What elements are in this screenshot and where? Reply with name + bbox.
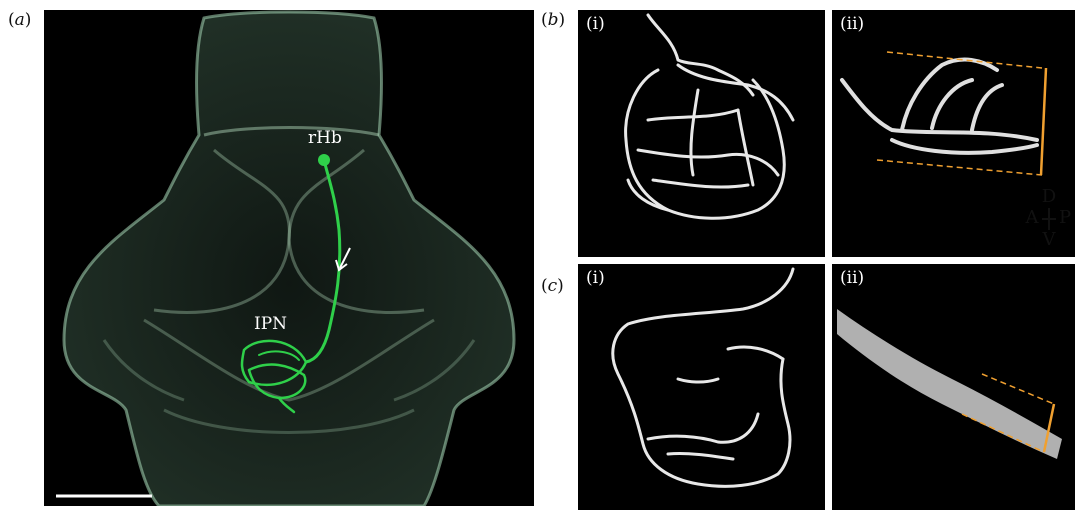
- panel-b-i: (i): [578, 10, 825, 257]
- label-letter: a: [14, 10, 25, 30]
- panel-c-ii: (ii): [832, 264, 1075, 510]
- label-open: (: [541, 10, 548, 30]
- label-open: (: [541, 276, 548, 296]
- panel-c-i-sublabel: (i): [586, 268, 605, 288]
- brain-shell: [62, 10, 516, 506]
- ventral-label: V: [1042, 229, 1056, 250]
- compass-cross: [1042, 208, 1056, 230]
- labelled-neuron: [240, 154, 342, 414]
- axon-arbor-side-view: [840, 51, 1048, 176]
- depth-bracket: [1039, 67, 1048, 176]
- panel-c-i: (i): [578, 264, 825, 510]
- arrow-icon: [335, 247, 351, 272]
- label-open: (: [8, 10, 15, 30]
- axon-arbor-top-view: [624, 13, 795, 220]
- panel-b-label: (b): [541, 10, 565, 30]
- label-close: ): [558, 10, 566, 30]
- panel-b-ii-sublabel: (ii): [840, 14, 865, 34]
- axon-arbor-top-view: [611, 267, 795, 488]
- depth-bracket: [1042, 403, 1056, 453]
- panel-a-label: (a): [8, 10, 31, 30]
- orientation-compass: D A P V: [1024, 188, 1074, 258]
- panel-a-brain-render: rHb IPN: [44, 10, 534, 506]
- label-close: ): [557, 276, 564, 296]
- rhb-label: rHb: [308, 128, 342, 148]
- ipn-label: IPN: [254, 314, 288, 334]
- panel-b-ii: (ii): [832, 10, 1075, 257]
- brain-outline-drawing: [56, 10, 516, 506]
- label-letter: c: [547, 276, 558, 296]
- dorsal-label: D: [1041, 186, 1057, 207]
- posterior-label: P: [1058, 207, 1072, 228]
- panel-c-ii-sublabel: (ii): [840, 268, 865, 288]
- label-close: ): [24, 10, 32, 30]
- panel-c-label: (c): [541, 276, 564, 296]
- panel-b-i-sublabel: (i): [586, 14, 605, 34]
- anterior-label: A: [1025, 207, 1039, 228]
- axon-arbor-side-view: [837, 309, 1062, 459]
- label-letter: b: [547, 10, 559, 30]
